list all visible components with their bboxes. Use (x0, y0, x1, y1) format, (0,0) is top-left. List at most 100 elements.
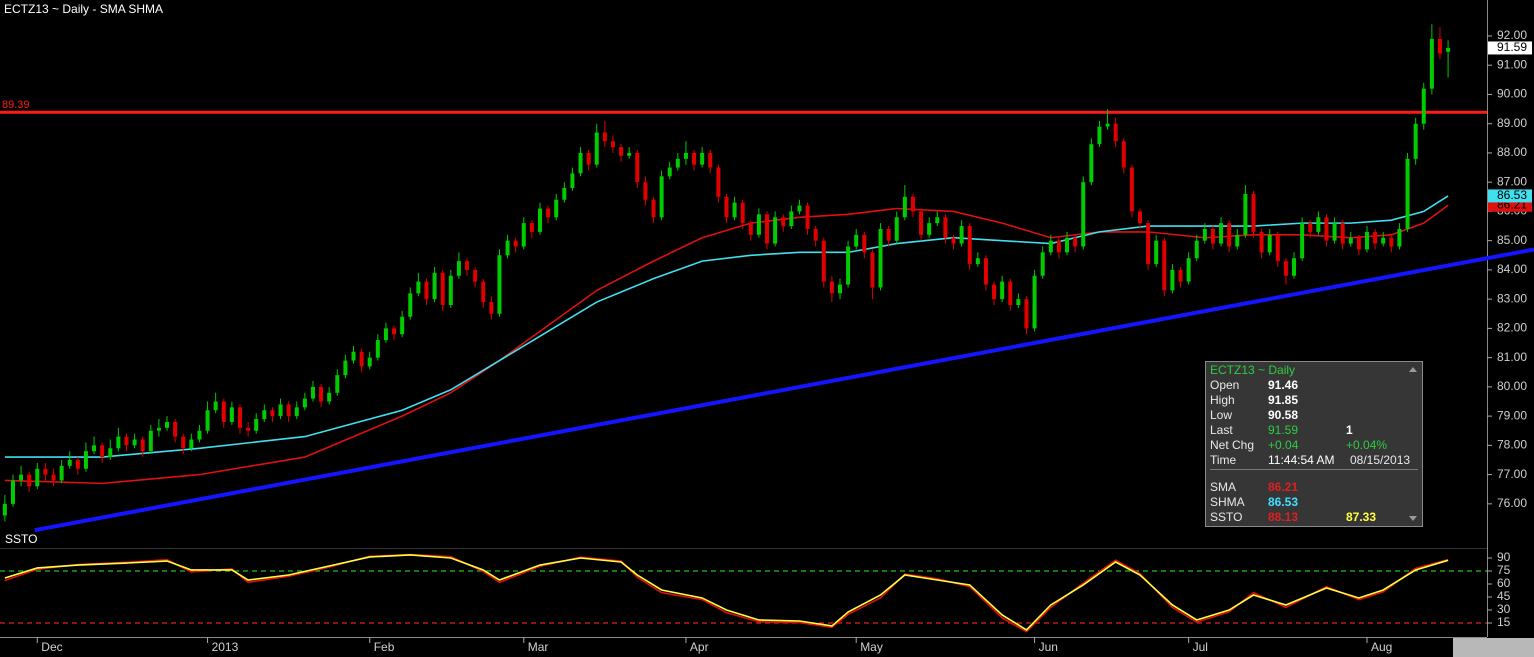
scroll-down[interactable] (1409, 516, 1417, 521)
candle-body (278, 404, 283, 417)
candle-body (1348, 237, 1353, 244)
price-marker (1488, 41, 1532, 55)
y-tick-label: 79.00 (1497, 408, 1527, 422)
candle-body (562, 188, 567, 200)
candle-body (1146, 223, 1151, 265)
candle-body (489, 302, 494, 314)
candle-body (286, 404, 291, 417)
value: 1 (1346, 423, 1353, 437)
candle-body (651, 199, 656, 218)
value: +0.04% (1346, 438, 1388, 452)
scroll-box[interactable] (1453, 638, 1534, 657)
candle-body (1162, 240, 1167, 291)
candle-body (619, 147, 624, 156)
price-pane: 76.00 77.00 78.00 79.00 80.00 81.00 82.00 83.00… (0, 24, 1534, 533)
y-tick-label: 15 (1497, 615, 1511, 629)
value: 91.59 (1268, 423, 1299, 437)
candle-body (1292, 258, 1297, 276)
x-tick-label: Jun (1039, 640, 1058, 654)
value: 86.21 (1268, 480, 1299, 494)
label: SMA (1210, 480, 1237, 494)
x-tick-label: May (860, 640, 883, 654)
candle-body (578, 152, 583, 174)
y-tick-label: 85.00 (1497, 233, 1527, 247)
value: 86.53 (1268, 495, 1299, 509)
candle-body (1040, 252, 1045, 276)
label: Time (1210, 453, 1237, 467)
y-tick-label: 80.00 (1497, 379, 1527, 393)
candle-body (602, 132, 607, 142)
candle-body (392, 328, 397, 335)
candle-body (1251, 193, 1256, 232)
label: Last (1210, 423, 1233, 437)
candle-body (594, 132, 599, 165)
candle-body (756, 214, 761, 235)
candle-body (789, 211, 794, 227)
candle-body (465, 261, 470, 270)
candle-body (797, 205, 802, 212)
candle-body (221, 401, 226, 422)
candle-body (894, 217, 899, 241)
candle-body (75, 459, 80, 469)
candle-body (700, 152, 705, 165)
candle-body (383, 328, 388, 341)
price-marker-label: 86.53 (1497, 188, 1527, 202)
candle-body (237, 407, 242, 428)
candle-body (148, 430, 153, 452)
candle-body (1178, 269, 1183, 282)
label: SSTO (1210, 510, 1243, 524)
candle-body (521, 223, 526, 247)
candle-body (213, 401, 218, 411)
candle-body (1056, 240, 1061, 253)
candle-body (1089, 144, 1094, 183)
candle-body (1373, 231, 1378, 244)
candle-body (643, 182, 648, 200)
candle-body (327, 392, 332, 402)
candle-body (497, 255, 502, 314)
candle-body (35, 468, 40, 487)
candle-body (935, 217, 940, 224)
candle-body (529, 223, 534, 232)
value: 87.33 (1346, 510, 1377, 524)
candle-body (1227, 223, 1232, 247)
value: 08/15/2013 (1350, 453, 1411, 467)
candle-body (1065, 237, 1070, 253)
candle-body (1437, 38, 1442, 54)
candle-body (1340, 223, 1345, 244)
candle-body (1308, 223, 1313, 232)
candle-body (197, 430, 202, 440)
candle-body (432, 272, 437, 300)
y-tick-label: 78.00 (1497, 438, 1527, 452)
candle-body (740, 202, 745, 224)
candle-body (1129, 167, 1134, 212)
candle-body (1186, 258, 1191, 282)
candle-body (748, 223, 753, 235)
candle-body (1413, 123, 1418, 159)
oscillator-line (4, 554, 1449, 631)
candle-body (367, 357, 372, 367)
candle-body (1000, 281, 1005, 300)
candle-body (910, 196, 915, 212)
candle-body (513, 240, 518, 247)
candle-body (773, 217, 778, 244)
candle-body (1356, 237, 1361, 250)
candle-body (124, 436, 129, 446)
candle-body (1332, 223, 1337, 241)
candle-body (408, 293, 413, 317)
oscillator-line (4, 553, 1449, 633)
candle-body (448, 275, 453, 305)
candle-body (781, 217, 786, 227)
x-tick-label: Apr (690, 640, 709, 654)
candle-body (829, 281, 834, 294)
y-tick-label: 87.00 (1497, 174, 1527, 188)
candle-body (165, 421, 170, 428)
y-tick-label: 82.00 (1497, 321, 1527, 335)
candle-body (19, 474, 24, 481)
candle-body (359, 351, 364, 367)
candle-body (659, 176, 664, 218)
scroll-up[interactable] (1409, 367, 1417, 372)
candle-body (821, 240, 826, 282)
label: Low (1210, 408, 1233, 422)
candle-body (1283, 261, 1288, 276)
